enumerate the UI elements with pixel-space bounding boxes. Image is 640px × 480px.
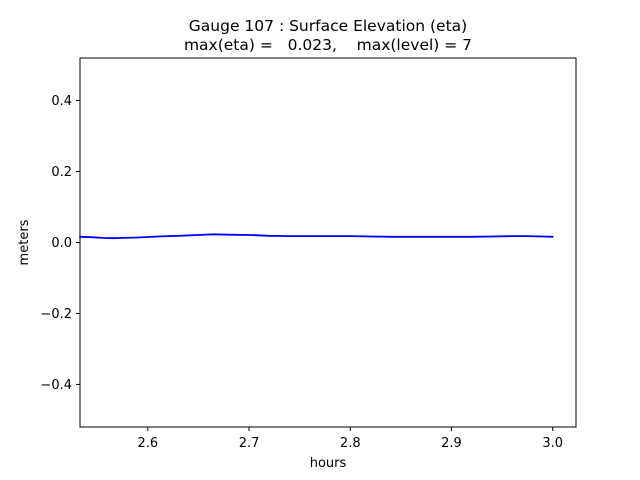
chart-title: Gauge 107 : Surface Elevation (eta) bbox=[189, 17, 467, 35]
plot-frame bbox=[79, 57, 577, 428]
y-tick-label: −0.4 bbox=[40, 378, 72, 393]
x-tick-label: 2.6 bbox=[137, 436, 158, 451]
x-axis-ticks: 2.6 2.7 2.8 2.9 3.0 bbox=[137, 427, 563, 451]
y-tick-label: −0.2 bbox=[40, 307, 72, 322]
y-tick-label: 0.0 bbox=[51, 236, 72, 251]
y-axis-ticks: −0.4 −0.2 0.0 0.2 0.4 bbox=[40, 94, 80, 393]
x-tick-label: 2.7 bbox=[239, 436, 260, 451]
x-tick-label: 2.9 bbox=[441, 436, 462, 451]
plot-area: 2.6 2.7 2.8 2.9 3.0 −0.4 −0.2 0.0 0.2 0.4 bbox=[40, 57, 577, 451]
x-tick-label: 2.8 bbox=[340, 436, 361, 451]
series-line bbox=[79, 233, 554, 240]
chart-subtitle: max(eta) = 0.023, max(level) = 7 bbox=[184, 36, 472, 54]
x-axis-label: hours bbox=[310, 456, 347, 471]
series-layer bbox=[79, 233, 554, 240]
x-tick-label: 3.0 bbox=[542, 436, 563, 451]
y-tick-label: 0.2 bbox=[51, 165, 72, 180]
y-axis-label: meters bbox=[17, 219, 32, 265]
y-tick-label: 0.4 bbox=[51, 94, 72, 109]
